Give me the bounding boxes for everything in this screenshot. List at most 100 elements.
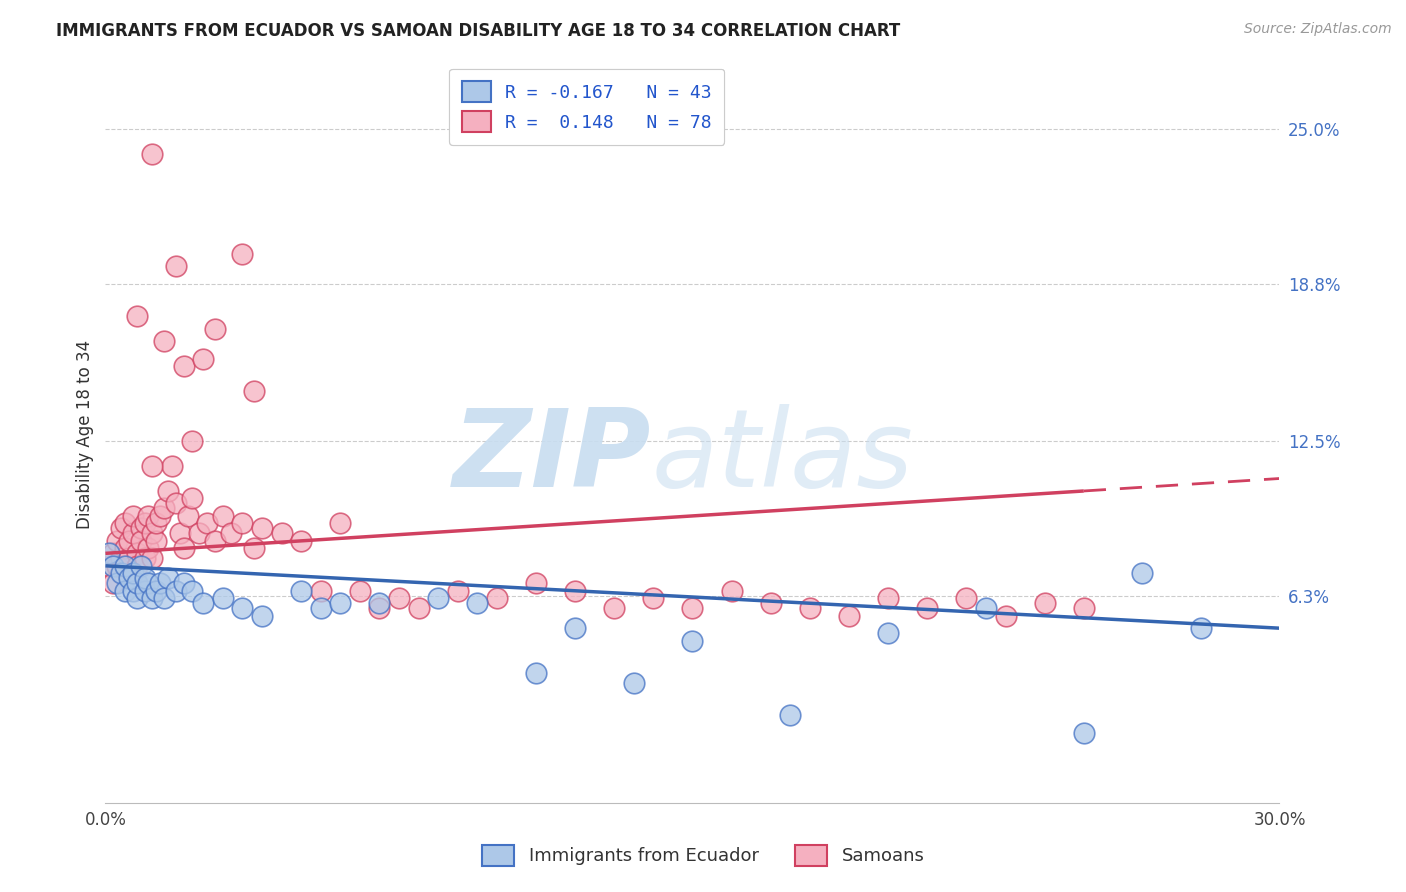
Point	[141, 526, 163, 541]
Point	[877, 591, 900, 606]
Point	[121, 566, 143, 581]
Point	[204, 322, 226, 336]
Point	[250, 521, 273, 535]
Point	[1033, 596, 1056, 610]
Point	[524, 666, 547, 681]
Point	[141, 458, 163, 473]
Point	[231, 516, 253, 531]
Text: Source: ZipAtlas.com: Source: ZipAtlas.com	[1244, 22, 1392, 37]
Point	[138, 541, 160, 556]
Point	[309, 583, 332, 598]
Legend: Immigrants from Ecuador, Samoans: Immigrants from Ecuador, Samoans	[470, 832, 936, 879]
Point	[103, 558, 125, 573]
Point	[105, 533, 128, 548]
Point	[125, 576, 148, 591]
Text: ZIP: ZIP	[453, 404, 651, 510]
Point	[955, 591, 977, 606]
Point	[309, 601, 332, 615]
Point	[485, 591, 508, 606]
Point	[290, 583, 312, 598]
Point	[180, 583, 202, 598]
Point	[446, 583, 468, 598]
Point	[204, 533, 226, 548]
Point	[838, 608, 860, 623]
Point	[145, 516, 167, 531]
Point	[408, 601, 430, 615]
Point	[564, 621, 586, 635]
Point	[173, 541, 195, 556]
Point	[173, 576, 195, 591]
Point	[681, 633, 703, 648]
Point	[118, 571, 141, 585]
Point	[1073, 726, 1095, 740]
Point	[188, 526, 211, 541]
Point	[759, 596, 782, 610]
Point	[877, 626, 900, 640]
Point	[193, 351, 215, 366]
Point	[129, 558, 152, 573]
Point	[290, 533, 312, 548]
Point	[118, 551, 141, 566]
Point	[193, 596, 215, 610]
Point	[129, 521, 152, 535]
Point	[105, 558, 128, 573]
Point	[145, 533, 167, 548]
Point	[524, 576, 547, 591]
Point	[176, 508, 198, 523]
Point	[231, 247, 253, 261]
Point	[219, 526, 242, 541]
Point	[779, 708, 801, 723]
Point	[110, 551, 132, 566]
Point	[329, 596, 352, 610]
Point	[329, 516, 352, 531]
Point	[121, 508, 143, 523]
Y-axis label: Disability Age 18 to 34: Disability Age 18 to 34	[76, 340, 94, 530]
Point	[368, 601, 391, 615]
Point	[134, 571, 156, 585]
Point	[1073, 601, 1095, 615]
Point	[270, 526, 292, 541]
Point	[160, 458, 183, 473]
Point	[103, 576, 125, 591]
Point	[125, 546, 148, 560]
Point	[114, 541, 136, 556]
Point	[169, 526, 191, 541]
Point	[465, 596, 488, 610]
Point	[1132, 566, 1154, 581]
Point	[211, 508, 233, 523]
Point	[157, 483, 180, 498]
Point	[195, 516, 218, 531]
Point	[114, 583, 136, 598]
Point	[98, 546, 121, 560]
Point	[125, 591, 148, 606]
Point	[243, 541, 266, 556]
Point	[180, 491, 202, 506]
Point	[145, 583, 167, 598]
Text: IMMIGRANTS FROM ECUADOR VS SAMOAN DISABILITY AGE 18 TO 34 CORRELATION CHART: IMMIGRANTS FROM ECUADOR VS SAMOAN DISABI…	[56, 22, 900, 40]
Point	[153, 501, 176, 516]
Legend: R = -0.167   N = 43, R =  0.148   N = 78: R = -0.167 N = 43, R = 0.148 N = 78	[449, 69, 724, 145]
Point	[134, 551, 156, 566]
Point	[141, 147, 163, 161]
Point	[173, 359, 195, 374]
Point	[799, 601, 821, 615]
Point	[243, 384, 266, 399]
Point	[1189, 621, 1212, 635]
Point	[250, 608, 273, 623]
Point	[98, 558, 121, 573]
Point	[994, 608, 1017, 623]
Text: atlas: atlas	[651, 404, 914, 509]
Point	[564, 583, 586, 598]
Point	[153, 591, 176, 606]
Point	[114, 558, 136, 573]
Point	[105, 576, 128, 591]
Point	[349, 583, 371, 598]
Point	[114, 516, 136, 531]
Point	[141, 551, 163, 566]
Point	[681, 601, 703, 615]
Point	[129, 533, 152, 548]
Point	[149, 508, 172, 523]
Point	[138, 576, 160, 591]
Point	[103, 546, 125, 560]
Point	[157, 571, 180, 585]
